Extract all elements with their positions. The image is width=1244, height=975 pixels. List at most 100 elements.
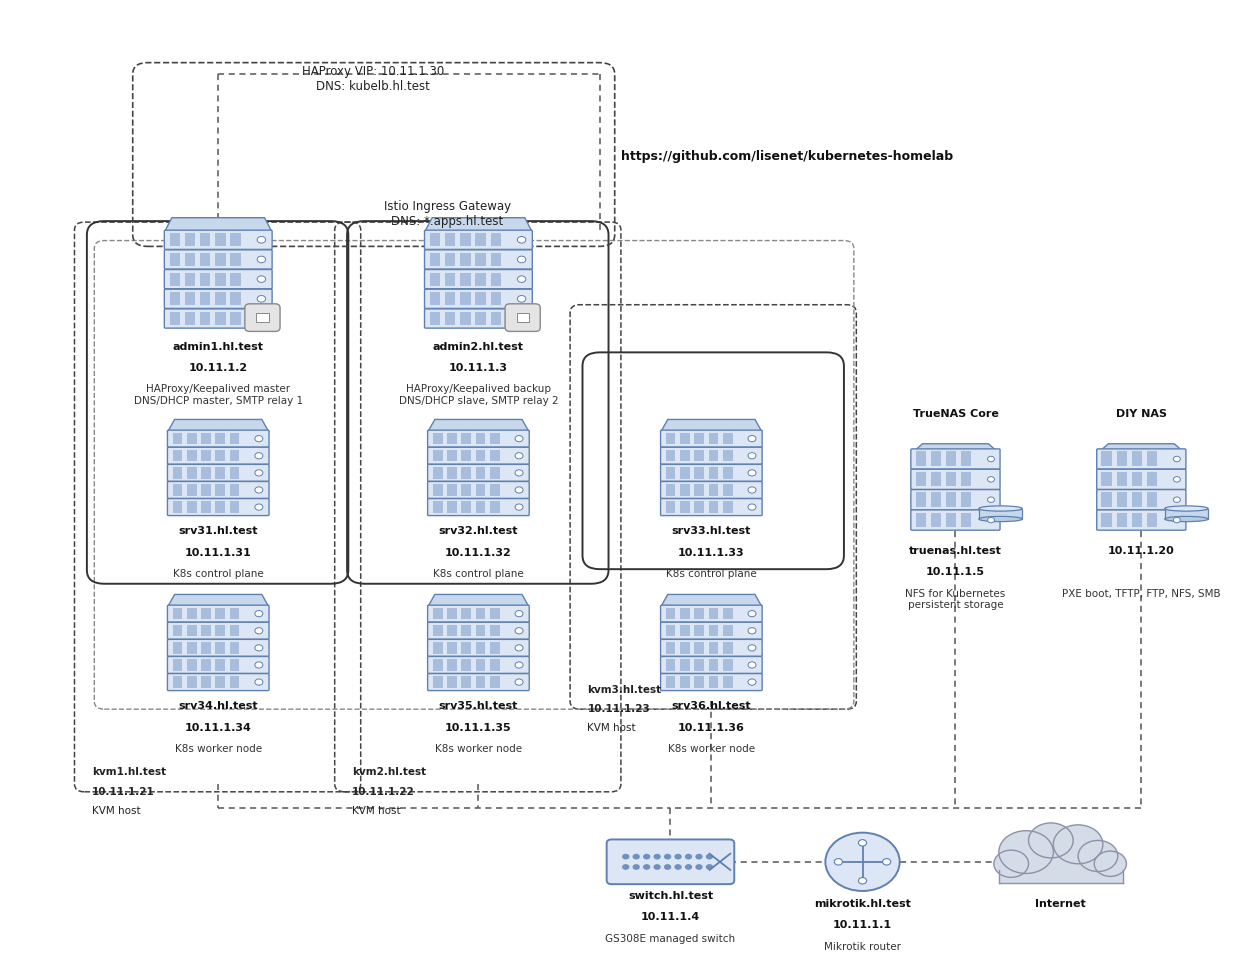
Bar xyxy=(200,253,210,266)
Bar xyxy=(202,501,211,513)
Text: PXE boot, TFTP, FTP, NFS, SMB: PXE boot, TFTP, FTP, NFS, SMB xyxy=(1062,589,1220,599)
FancyBboxPatch shape xyxy=(168,622,269,640)
Bar xyxy=(169,253,180,266)
Bar xyxy=(202,433,211,445)
FancyBboxPatch shape xyxy=(168,605,269,622)
Polygon shape xyxy=(916,444,995,449)
Bar xyxy=(931,492,940,507)
Bar xyxy=(666,501,675,513)
Bar xyxy=(447,625,457,637)
Bar xyxy=(945,451,957,466)
Text: 10.11.1.35: 10.11.1.35 xyxy=(445,722,511,733)
Bar xyxy=(445,253,455,266)
Bar xyxy=(475,233,486,247)
Circle shape xyxy=(515,644,522,651)
Bar xyxy=(666,433,675,445)
Bar xyxy=(490,433,500,445)
Bar xyxy=(230,677,239,687)
Text: 10.11.1.22: 10.11.1.22 xyxy=(352,787,414,797)
FancyBboxPatch shape xyxy=(428,464,529,482)
Text: srv36.hl.test: srv36.hl.test xyxy=(672,701,751,712)
Text: KVM host: KVM host xyxy=(587,723,636,733)
Bar xyxy=(694,625,704,637)
Bar xyxy=(433,625,443,637)
Bar xyxy=(694,608,704,619)
Text: kvm1.hl.test: kvm1.hl.test xyxy=(92,767,165,777)
Bar xyxy=(962,513,972,527)
Text: switch.hl.test: switch.hl.test xyxy=(628,891,713,901)
FancyBboxPatch shape xyxy=(661,464,763,482)
Text: K8s control plane: K8s control plane xyxy=(173,569,264,579)
Circle shape xyxy=(664,854,672,860)
Circle shape xyxy=(674,854,682,860)
Bar xyxy=(916,492,926,507)
Bar xyxy=(709,433,718,445)
Bar xyxy=(173,643,183,653)
Text: TrueNAS Core: TrueNAS Core xyxy=(913,410,999,419)
FancyBboxPatch shape xyxy=(1097,510,1186,530)
Bar xyxy=(709,608,718,619)
Bar xyxy=(490,312,501,325)
Bar xyxy=(230,253,241,266)
Circle shape xyxy=(705,854,713,860)
Bar xyxy=(185,312,195,325)
Bar xyxy=(709,467,718,479)
Bar xyxy=(490,273,501,286)
Bar xyxy=(447,450,457,461)
Text: 10.11.1.33: 10.11.1.33 xyxy=(678,548,745,558)
Bar xyxy=(202,659,211,671)
Bar xyxy=(202,643,211,653)
Text: HAProxy VIP: 10.11.1.30
DNS: kubelb.hl.test: HAProxy VIP: 10.11.1.30 DNS: kubelb.hl.t… xyxy=(302,64,444,93)
Bar xyxy=(215,273,225,286)
Bar xyxy=(215,450,225,461)
Circle shape xyxy=(999,831,1054,874)
Circle shape xyxy=(255,679,262,685)
Bar xyxy=(490,450,500,461)
FancyBboxPatch shape xyxy=(607,839,734,884)
FancyBboxPatch shape xyxy=(661,430,763,448)
Bar xyxy=(723,625,733,637)
Bar xyxy=(215,625,225,637)
Bar xyxy=(999,854,1123,883)
FancyBboxPatch shape xyxy=(164,230,272,250)
Circle shape xyxy=(515,487,522,493)
Text: NFS for Kubernetes
persistent storage: NFS for Kubernetes persistent storage xyxy=(906,589,1005,610)
Bar xyxy=(433,677,443,687)
Circle shape xyxy=(1054,825,1103,864)
Bar xyxy=(430,233,440,247)
Bar xyxy=(200,312,210,325)
Bar xyxy=(680,450,689,461)
Bar xyxy=(447,433,457,445)
Bar xyxy=(475,608,485,619)
Circle shape xyxy=(518,315,526,322)
Circle shape xyxy=(882,859,891,865)
Circle shape xyxy=(518,276,526,283)
Bar xyxy=(490,292,501,305)
Bar xyxy=(1101,451,1112,466)
Bar xyxy=(1164,509,1208,519)
Polygon shape xyxy=(165,217,271,231)
Text: 10.11.1.31: 10.11.1.31 xyxy=(185,548,251,558)
Circle shape xyxy=(515,628,522,634)
Bar xyxy=(475,485,485,495)
Text: 10.11.1.21: 10.11.1.21 xyxy=(92,787,154,797)
Circle shape xyxy=(825,833,899,891)
Bar xyxy=(709,659,718,671)
FancyBboxPatch shape xyxy=(424,230,532,250)
FancyBboxPatch shape xyxy=(1097,469,1186,489)
Bar xyxy=(1132,513,1142,527)
FancyBboxPatch shape xyxy=(428,674,529,690)
Bar xyxy=(931,472,940,487)
Bar xyxy=(200,273,210,286)
FancyBboxPatch shape xyxy=(661,448,763,464)
FancyBboxPatch shape xyxy=(164,269,272,289)
Bar xyxy=(202,450,211,461)
Bar xyxy=(462,608,471,619)
Bar xyxy=(430,292,440,305)
Bar xyxy=(666,625,675,637)
Bar xyxy=(187,677,197,687)
Bar xyxy=(723,643,733,653)
Bar xyxy=(694,433,704,445)
Bar xyxy=(202,677,211,687)
Text: K8s worker node: K8s worker node xyxy=(174,744,261,755)
